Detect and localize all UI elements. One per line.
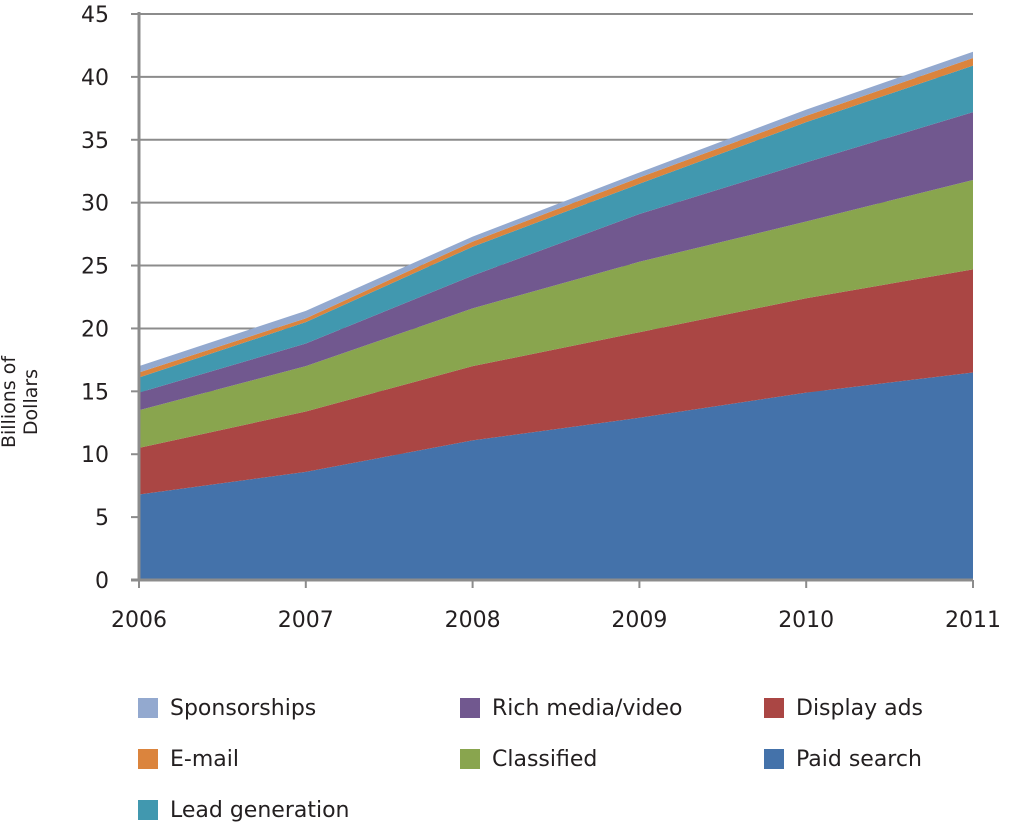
legend-swatch xyxy=(138,698,158,718)
legend-label: Sponsorships xyxy=(170,695,317,721)
svg-text:45: 45 xyxy=(81,3,109,28)
area-lead-generation xyxy=(139,65,973,393)
area-chart: 0 5 10 15 20 25 30 35 40 45 2006 2007 2008 2009 2010 20… xyxy=(81,3,1001,633)
y-axis-label: Billions of Dollars xyxy=(0,355,42,449)
area-classified xyxy=(139,180,973,448)
legend-swatch xyxy=(138,800,158,820)
area-rich-media-video xyxy=(139,112,973,411)
svg-text:2011: 2011 xyxy=(945,608,1001,633)
legend-swatch xyxy=(764,698,784,718)
legend-swatch xyxy=(138,749,158,769)
svg-text:25: 25 xyxy=(81,255,109,280)
legend-label: Paid search xyxy=(796,746,922,772)
svg-text:15: 15 xyxy=(81,380,109,405)
legend-label: Display ads xyxy=(796,695,923,721)
svg-text:2006: 2006 xyxy=(111,608,167,633)
area-paid-search xyxy=(139,372,973,580)
area-sponsorships xyxy=(139,51,973,373)
svg-text:20: 20 xyxy=(81,317,109,342)
legend-item-lead-generation: Lead generation xyxy=(138,795,350,825)
svg-text:35: 35 xyxy=(81,129,109,154)
svg-text:2010: 2010 xyxy=(778,608,834,633)
svg-text:0: 0 xyxy=(95,569,109,594)
legend-item-rich-media: Rich media/video xyxy=(460,693,682,723)
legend-item-display-ads: Display ads xyxy=(764,693,923,723)
legend-label: Lead generation xyxy=(170,797,350,823)
svg-text:2008: 2008 xyxy=(445,608,501,633)
legend-item-sponsorships: Sponsorships xyxy=(138,693,316,723)
svg-text:10: 10 xyxy=(81,443,109,468)
legend-label: E-mail xyxy=(170,746,239,772)
svg-text:30: 30 xyxy=(81,192,109,217)
area-e-mail xyxy=(139,58,973,378)
legend-label: Rich media/video xyxy=(492,695,683,721)
legend-swatch xyxy=(764,749,784,769)
legend-swatch xyxy=(460,749,480,769)
legend-label: Classified xyxy=(492,746,598,772)
legend-swatch xyxy=(460,698,480,718)
svg-text:2007: 2007 xyxy=(278,608,334,633)
svg-text:2009: 2009 xyxy=(611,608,667,633)
svg-text:5: 5 xyxy=(95,506,109,531)
legend-item-email: E-mail xyxy=(138,744,239,774)
legend-item-classified: Classified xyxy=(460,744,597,774)
legend-item-paid-search: Paid search xyxy=(764,744,922,774)
svg-text:40: 40 xyxy=(81,66,109,91)
area-display-ads xyxy=(139,269,973,495)
